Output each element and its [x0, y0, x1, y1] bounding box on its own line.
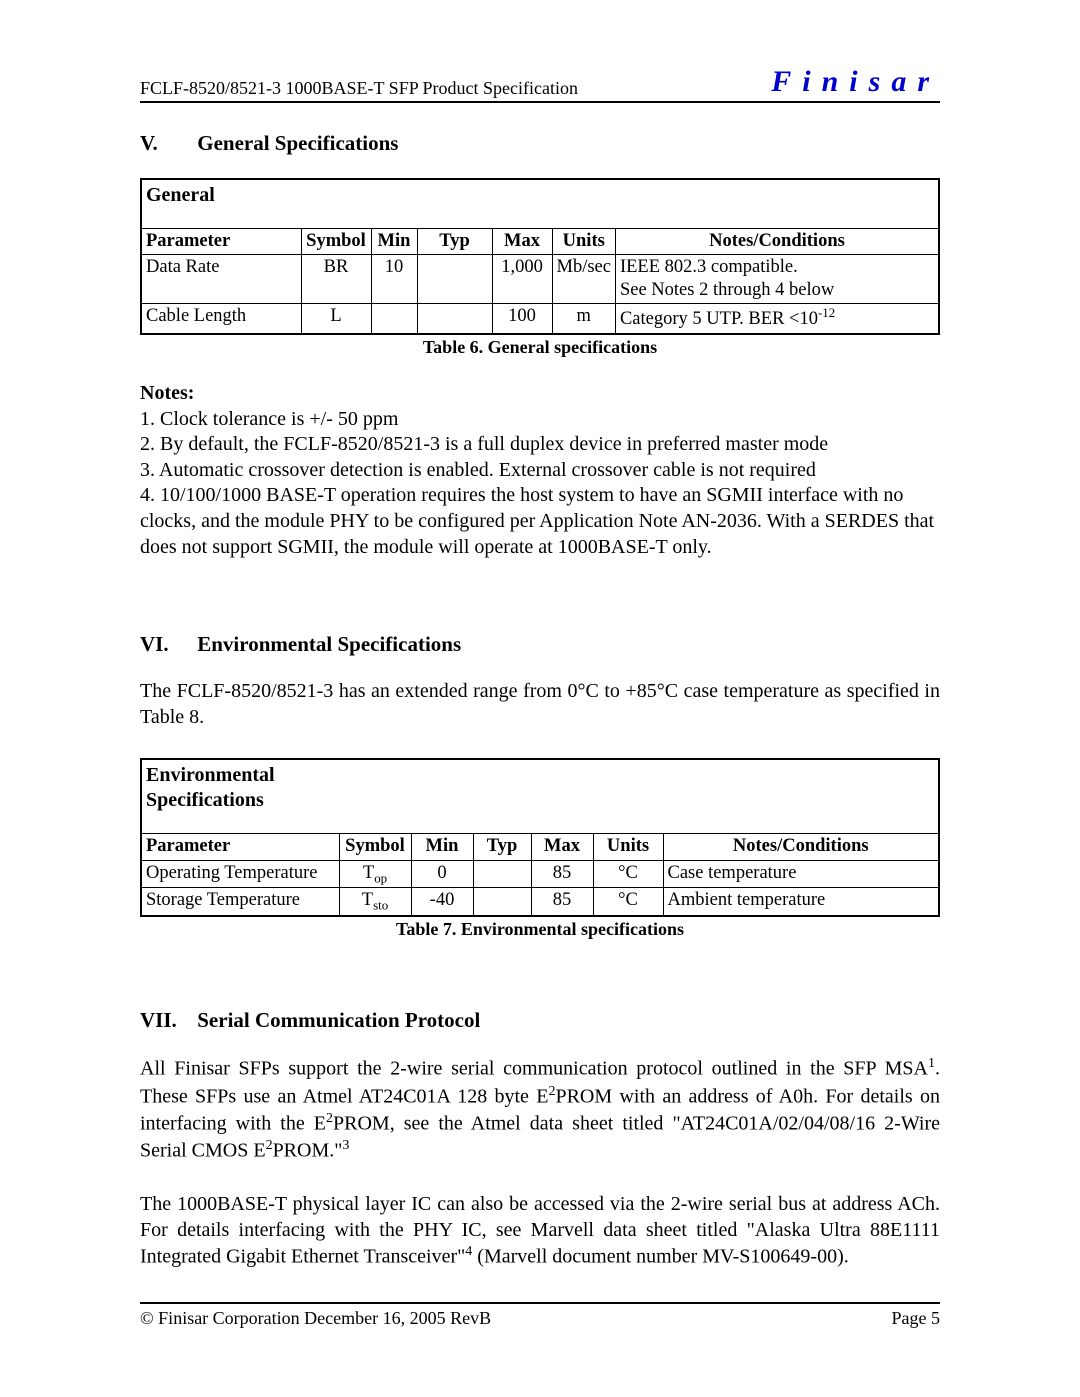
column-header: Parameter: [141, 229, 301, 255]
section-title: Environmental Specifications: [197, 632, 461, 656]
header-doc-title: FCLF-8520/8521-3 1000BASE-T SFP Product …: [140, 78, 578, 99]
notes-body: 1. Clock tolerance is +/- 50 ppm2. By de…: [140, 407, 940, 561]
cell-symbol: Top: [339, 860, 411, 888]
cell-parameter: Cable Length: [141, 304, 301, 334]
cell-typ: [473, 860, 531, 888]
column-header: Units: [593, 834, 663, 860]
column-header: Parameter: [141, 834, 339, 860]
cell-typ: [417, 255, 492, 304]
section-heading-serial: VII. Serial Communication Protocol: [140, 1008, 940, 1033]
column-header: Notes/Conditions: [615, 229, 939, 255]
table-title: EnvironmentalSpecifications: [141, 759, 939, 834]
column-header: Max: [492, 229, 552, 255]
page: FCLF-8520/8521-3 1000BASE-T SFP Product …: [0, 0, 1080, 1397]
cell-typ: [473, 888, 531, 916]
cell-max: 100: [492, 304, 552, 334]
cell-min: 0: [411, 860, 473, 888]
notes-heading: Notes:: [140, 382, 940, 405]
page-footer: © Finisar Corporation December 16, 2005 …: [140, 1302, 940, 1329]
column-header: Min: [371, 229, 417, 255]
section-title: General Specifications: [197, 131, 398, 155]
table-title: General: [141, 179, 939, 229]
cell-notes: Category 5 UTP. BER <10-12: [615, 304, 939, 334]
cell-max: 85: [531, 888, 593, 916]
footer-left: © Finisar Corporation December 16, 2005 …: [140, 1308, 491, 1329]
table-general-caption: Table 6. General specifications: [140, 337, 940, 358]
section-heading-environmental: VI. Environmental Specifications: [140, 632, 940, 657]
table-environmental-caption: Table 7. Environmental specifications: [140, 919, 940, 940]
cell-min: [371, 304, 417, 334]
column-header: Symbol: [339, 834, 411, 860]
cell-typ: [417, 304, 492, 334]
column-header: Symbol: [301, 229, 371, 255]
column-header: Typ: [473, 834, 531, 860]
cell-min: 10: [371, 255, 417, 304]
table-general: GeneralParameterSymbolMinTypMaxUnitsNote…: [140, 178, 940, 335]
section-roman: VI.: [140, 632, 192, 657]
column-header: Notes/Conditions: [663, 834, 939, 860]
cell-parameter: Storage Temperature: [141, 888, 339, 916]
column-header: Units: [552, 229, 615, 255]
cell-max: 1,000: [492, 255, 552, 304]
cell-symbol: L: [301, 304, 371, 334]
cell-symbol: BR: [301, 255, 371, 304]
section-heading-general: V. General Specifications: [140, 131, 940, 156]
cell-max: 85: [531, 860, 593, 888]
column-header: Min: [411, 834, 473, 860]
section-roman: V.: [140, 131, 192, 156]
table-environmental: EnvironmentalSpecificationsParameterSymb…: [140, 758, 940, 917]
serial-paragraph-2: The 1000BASE-T physical layer IC can als…: [140, 1192, 940, 1270]
column-header: Max: [531, 834, 593, 860]
section-title: Serial Communication Protocol: [197, 1008, 480, 1032]
cell-units: m: [552, 304, 615, 334]
cell-notes: Ambient temperature: [663, 888, 939, 916]
cell-parameter: Operating Temperature: [141, 860, 339, 888]
cell-units: °C: [593, 860, 663, 888]
cell-min: -40: [411, 888, 473, 916]
column-header: Typ: [417, 229, 492, 255]
cell-notes: IEEE 802.3 compatible.See Notes 2 throug…: [615, 255, 939, 304]
cell-parameter: Data Rate: [141, 255, 301, 304]
serial-paragraph-1: All Finisar SFPs support the 2-wire seri…: [140, 1055, 940, 1164]
environmental-intro: The FCLF-8520/8521-3 has an extended ran…: [140, 679, 940, 730]
brand-logo: Finisar: [771, 65, 940, 99]
cell-symbol: Tsto: [339, 888, 411, 916]
cell-notes: Case temperature: [663, 860, 939, 888]
cell-units: Mb/sec: [552, 255, 615, 304]
section-roman: VII.: [140, 1008, 192, 1033]
cell-units: °C: [593, 888, 663, 916]
page-header: FCLF-8520/8521-3 1000BASE-T SFP Product …: [140, 65, 940, 103]
footer-right: Page 5: [892, 1308, 941, 1329]
